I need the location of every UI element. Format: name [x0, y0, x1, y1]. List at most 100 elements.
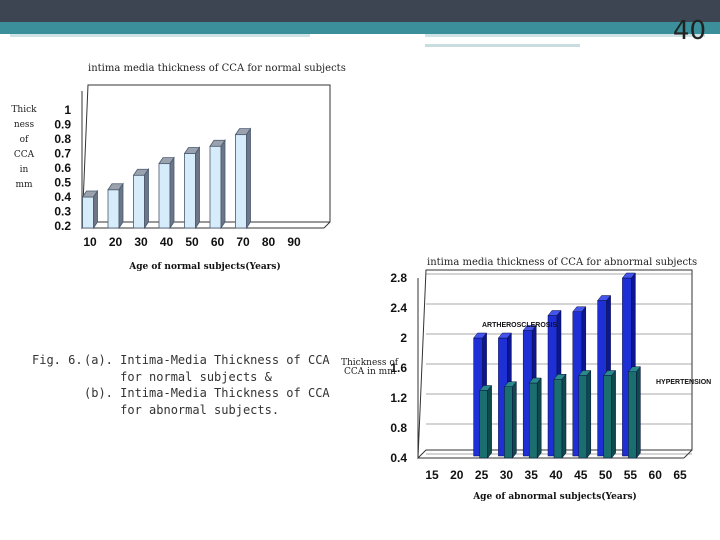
chart-a-xtick-label: 20	[109, 235, 123, 249]
chart-b-ytick-label: 2.8	[390, 271, 407, 285]
chart-b-xtick-label: 60	[649, 468, 663, 482]
chart-a-xlabel: Age of normal subjects(Years)	[128, 261, 280, 272]
chart-b-xlabel: Age of abnormal subjects(Years)	[472, 491, 637, 502]
chart-a-ytick-label: 0.7	[54, 147, 71, 161]
chart-a-bar	[235, 134, 247, 229]
chart-a-xtick-label: 90	[287, 235, 301, 249]
slide-top-bar	[0, 0, 720, 22]
chart-b-ytick-label: 2.4	[390, 301, 407, 315]
hyper-bar-side	[586, 369, 592, 459]
chart-a-ylabel-line: ness	[14, 120, 35, 130]
chart-b-xtick-label: 65	[673, 468, 687, 482]
hyper-bar-side	[611, 369, 616, 459]
chart-a-ylabel-line: of	[20, 135, 29, 145]
chart-b-xtick-label: 35	[525, 468, 539, 482]
legend-artherosclerosis: ARTHEROSCLEROSIS	[482, 322, 557, 329]
chart-a-bar	[158, 163, 171, 229]
chart-b-ylabel-line2: CCA in mm	[344, 367, 396, 377]
chart-a-xtick-label: 40	[160, 235, 174, 249]
hyper-bar	[528, 382, 538, 459]
chart-a-xtick-label: 80	[262, 235, 276, 249]
chart-abnormal-subjects: intima media thickness of CCA for abnorm…	[341, 257, 711, 502]
legend-hypertension: HYPERTENSION	[656, 379, 711, 386]
accent-line-right	[425, 34, 705, 37]
hyper-bar	[628, 371, 637, 459]
slide-accent-bar	[0, 22, 720, 34]
hyper-bar-side	[536, 377, 542, 459]
hyper-bar-side	[636, 366, 641, 459]
chart-a-bars	[81, 127, 252, 230]
chart-a-xticks: 10 20 30 40 50 60 70 80 90	[83, 235, 301, 249]
accent-line-lower	[425, 44, 580, 47]
chart-a-ytick-label: 0.4	[54, 190, 71, 204]
chart-a-bar-side	[118, 182, 124, 230]
accent-line-left	[10, 34, 310, 37]
chart-a-xtick-label: 30	[134, 235, 148, 249]
chart-a-bar	[107, 189, 120, 229]
chart-a-xtick-label: 10	[83, 235, 97, 249]
chart-b-ytick-label: 2	[400, 331, 407, 345]
chart-b-xtick-label: 45	[574, 468, 588, 482]
chart-b-xtick-label: 50	[599, 468, 613, 482]
chart-a-ytick-label: 1	[64, 103, 71, 117]
chart-a-bar-side	[144, 167, 149, 230]
chart-b-ytick-label: 1.2	[390, 391, 407, 405]
chart-b-ylabel-line1: Thickness of	[341, 358, 399, 368]
caption-line-2: for normal subjects &	[84, 369, 272, 384]
chart-a-ytick-label: 0.9	[54, 118, 71, 132]
chart-b-ytick-label: 1.6	[390, 361, 407, 375]
chart-b-bars	[473, 272, 641, 459]
chart-b-ytick-label: 0.4	[390, 451, 407, 465]
chart-b-xtick-label: 55	[624, 468, 638, 482]
chart-b-xtick-label: 40	[549, 468, 563, 482]
chart-a-title: intima media thickness of CCA for normal…	[88, 63, 346, 74]
chart-a-ylabel-line: mm	[15, 180, 33, 190]
hyper-bar	[603, 375, 612, 459]
hyper-bar	[553, 379, 563, 459]
chart-a-bar	[133, 174, 145, 229]
slide-number: 40	[672, 16, 706, 46]
chart-a-ytick-label: 0.5	[54, 176, 71, 190]
chart-b-xtick-label: 30	[500, 468, 514, 482]
chart-b-xtick-label: 20	[450, 468, 464, 482]
chart-a-ytick-label: 0.8	[54, 132, 71, 146]
chart-b-ytick-label: 0.8	[390, 421, 407, 435]
chart-a-bar	[184, 153, 196, 229]
chart-a-xtick-label: 50	[185, 235, 199, 249]
chart-a-floor-right	[323, 221, 331, 229]
chart-a-ytick-label: 0.3	[54, 205, 71, 219]
chart-a-ytick-label: 0.6	[54, 161, 71, 175]
chart-b-xticks: 15 20 25 30 35 40 45 50 55 60 65	[425, 468, 687, 482]
chart-a-bar-side	[195, 146, 200, 230]
chart-a-xtick-label: 70	[236, 235, 250, 249]
hyper-bar-side	[561, 373, 567, 459]
chart-a-ylabel-line: CCA	[14, 150, 35, 160]
chart-a-bar	[82, 196, 94, 229]
chart-b-yticks: 2.8 2.4 2 1.6 1.2 0.8 0.4	[390, 271, 407, 465]
caption-fig-label: Fig. 6.	[32, 353, 83, 367]
chart-a-xtick-label: 60	[211, 235, 225, 249]
chart-b-xtick-label: 25	[475, 468, 489, 482]
hyper-bar	[479, 390, 488, 459]
hyper-bar	[578, 375, 588, 459]
chart-a-bar	[209, 145, 222, 229]
caption-line-3: (b). Intima-Media Thickness of CCA	[84, 386, 330, 400]
chart-normal-subjects: intima media thickness of CCA for normal…	[11, 63, 345, 272]
caption-line-1: (a). Intima-Media Thickness of CCA	[84, 353, 330, 367]
chart-a-yticks: 10.90.80.70.60.50.40.30.2	[54, 103, 71, 233]
chart-b-title: intima media thickness of CCA for abnorm…	[427, 257, 697, 268]
caption-line-4: for abnormal subjects.	[84, 402, 280, 417]
hyper-bar-side	[487, 384, 492, 459]
chart-a-bar-side	[220, 138, 226, 230]
chart-a-ylabel: Thick ness of CCA in mm	[11, 105, 37, 190]
hyper-bar-side	[512, 381, 517, 459]
chart-a-bar-side	[246, 127, 251, 230]
chart-a-bar-side	[169, 156, 175, 230]
hyper-bar	[504, 386, 513, 459]
chart-a-bar-side	[93, 189, 98, 230]
chart-a-ylabel-line: in	[20, 165, 29, 175]
chart-a-ytick-label: 0.2	[54, 219, 71, 233]
chart-b-xtick-label: 15	[425, 468, 439, 482]
chart-a-ylabel-line: Thick	[11, 105, 37, 115]
